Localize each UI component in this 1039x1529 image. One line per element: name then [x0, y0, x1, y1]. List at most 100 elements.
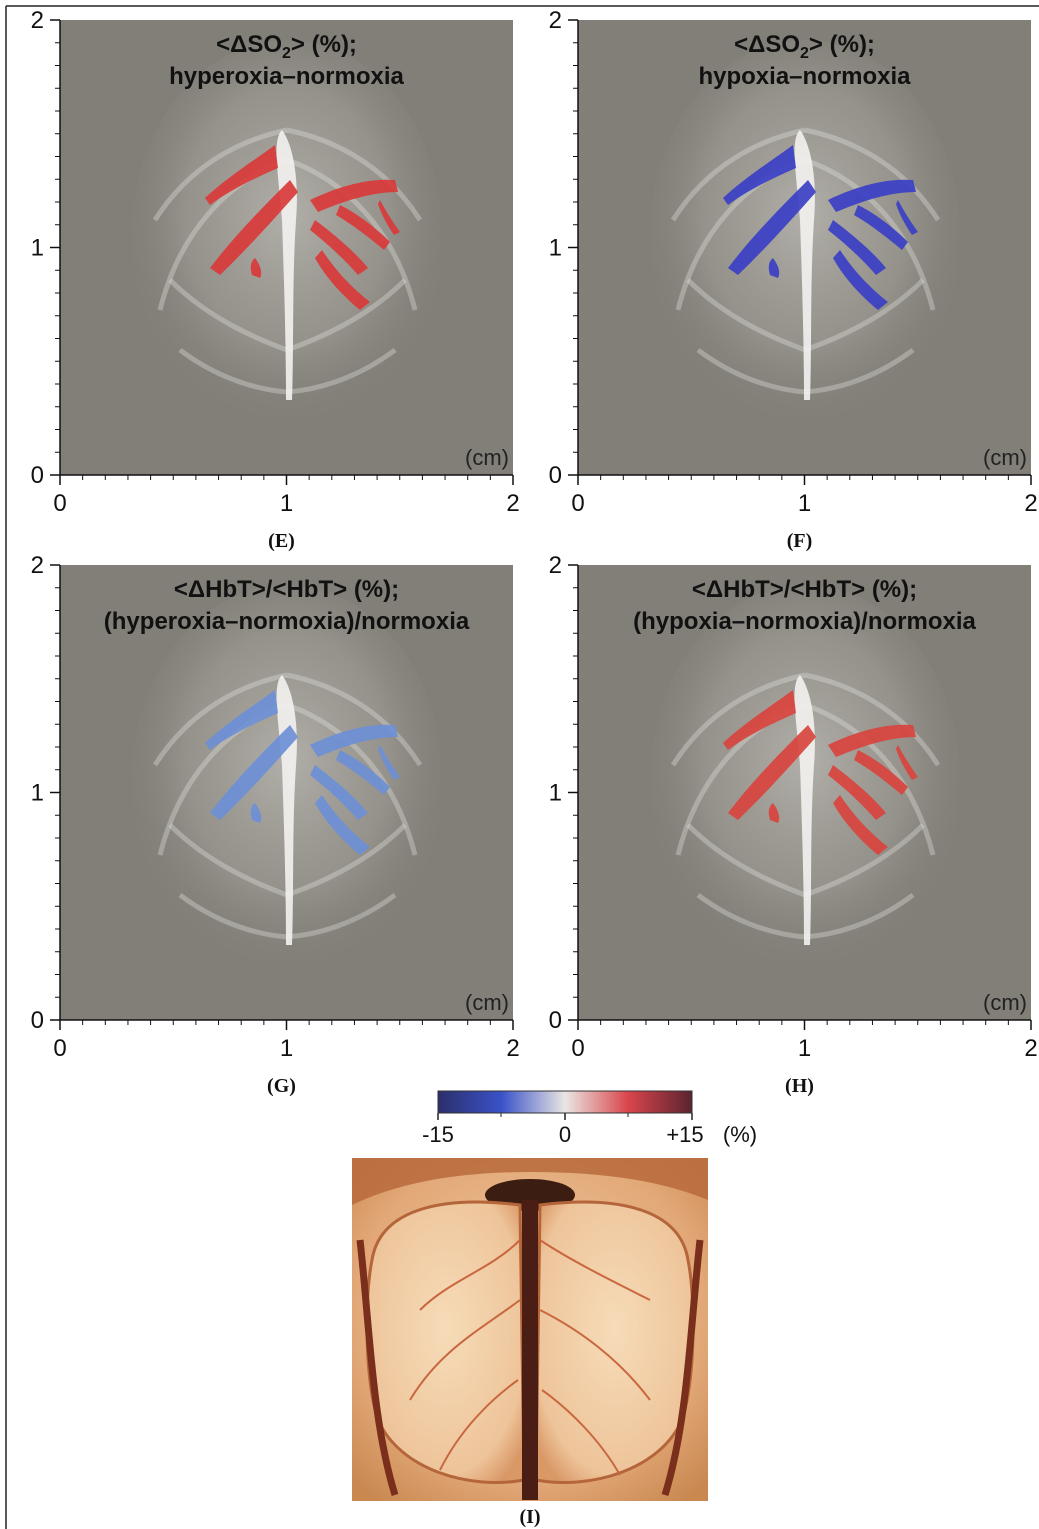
- y-tick-label: 0: [31, 462, 44, 489]
- y-tick-label: 1: [549, 235, 562, 262]
- panel-title-line2: hyperoxia–normoxia: [169, 63, 404, 90]
- change-vessel: [896, 200, 918, 235]
- photo-vessel: [539, 1239, 651, 1301]
- background-vessel: [804, 157, 936, 311]
- change-vessel: [728, 725, 816, 820]
- background-vessel: [286, 127, 423, 222]
- y-tick-label: 1: [549, 780, 562, 807]
- change-vessel: [896, 745, 918, 780]
- panel-title-line1: <ΔHbT>/<HbT> (%);: [692, 576, 917, 603]
- background-vessel: [152, 127, 288, 222]
- change-vessel: [723, 145, 796, 205]
- background-vessel: [804, 278, 925, 353]
- change-vessel: [854, 205, 908, 250]
- photo-vessel: [409, 1299, 521, 1401]
- y-tick-label: 1: [31, 780, 44, 807]
- change-vessel: [210, 180, 298, 275]
- map-panel: 0 1 2 0 1 2 (cm) <ΔHbT>/<HbT> (%); (hypoxia–norm…: [549, 552, 1038, 1097]
- background-vessel: [168, 823, 288, 898]
- unit-label: (cm): [465, 445, 509, 470]
- x-tick-label: 2: [1024, 1035, 1037, 1062]
- change-vessel: [828, 220, 886, 275]
- background-vessel: [804, 672, 941, 767]
- change-vessel: [828, 179, 916, 212]
- change-vessel: [205, 690, 278, 750]
- map-panel: 0 1 2 0 1 2 (cm) <ΔHbT>/<HbT> (%); (hyperoxia–no…: [31, 552, 520, 1097]
- panel-title-line2: (hyperoxia–normoxia)/normoxia: [104, 608, 470, 635]
- colorbar-gradient: [437, 1090, 693, 1114]
- panel-letter-i: (I): [519, 1506, 540, 1528]
- photo-midline-sinus: [522, 1200, 538, 1500]
- background-vessel: [696, 892, 806, 940]
- background-vessel: [804, 702, 936, 856]
- background-vessel: [804, 127, 941, 222]
- background-vessel: [286, 892, 397, 940]
- panel-title-line1: <ΔSO2> (%);: [734, 31, 875, 62]
- background-vessel: [804, 892, 915, 940]
- colorbar: -15 0 +15 (%): [422, 1090, 757, 1147]
- background-vessel: [286, 672, 423, 767]
- colorbar-max-label: +15: [666, 1122, 703, 1147]
- panel-title-line1: <ΔHbT>/<HbT> (%);: [174, 576, 399, 603]
- change-vessel: [310, 179, 398, 212]
- photo-vessel: [539, 1309, 651, 1401]
- panel-letter: (G): [267, 1075, 296, 1097]
- unit-label: (cm): [983, 445, 1027, 470]
- x-tick-label: 2: [506, 490, 519, 517]
- background-vessel: [286, 278, 407, 353]
- y-tick-label: 2: [549, 7, 562, 34]
- background-vessel: [696, 347, 806, 395]
- x-tick-label: 1: [798, 1035, 811, 1062]
- photo-vessel: [541, 1389, 621, 1476]
- change-vessel: [728, 180, 816, 275]
- map-panel: 0 1 2 0 1 2 (cm) <ΔSO2> (%);hyperoxia–normoxia (…: [31, 7, 520, 552]
- background-vessel: [152, 672, 288, 767]
- photo-right-edge-vessel: [661, 1239, 704, 1497]
- y-tick-label: 2: [31, 7, 44, 34]
- y-tick-label: 2: [549, 552, 562, 579]
- background-vessel: [286, 157, 418, 311]
- colorbar-mid-label: 0: [559, 1122, 571, 1147]
- background-vessel: [178, 347, 288, 395]
- background-vessel: [686, 823, 806, 898]
- change-vessel: [336, 205, 390, 250]
- change-vessel: [310, 765, 368, 820]
- change-vessel: [205, 145, 278, 205]
- change-vessel: [250, 803, 262, 823]
- background-vessel: [670, 672, 806, 767]
- change-vessel: [828, 765, 886, 820]
- change-vessel: [378, 200, 400, 235]
- change-vessel: [833, 795, 888, 855]
- change-vessel: [310, 220, 368, 275]
- panel-letter: (H): [785, 1075, 814, 1097]
- photo-left-edge-vessel: [356, 1239, 399, 1497]
- y-tick-label: 1: [31, 235, 44, 262]
- background-vessel: [286, 347, 397, 395]
- background-vessel: [804, 347, 915, 395]
- background-vessel: [168, 278, 288, 353]
- background-vessel: [178, 892, 288, 940]
- background-vessel: [286, 702, 418, 856]
- background-vessel: [686, 278, 806, 353]
- change-vessel: [828, 724, 916, 757]
- background-vessel: [286, 823, 407, 898]
- change-vessel: [315, 795, 370, 855]
- change-vessel: [768, 803, 780, 823]
- colorbar-unit-label: (%): [723, 1122, 757, 1147]
- x-tick-label: 1: [280, 1035, 293, 1062]
- x-tick-label: 2: [506, 1035, 519, 1062]
- y-tick-label: 0: [549, 462, 562, 489]
- panel-letter: (E): [268, 530, 295, 552]
- change-vessel: [310, 724, 398, 757]
- colorbar-min-label: -15: [422, 1122, 454, 1147]
- photo-right-hemisphere: [534, 1200, 695, 1484]
- change-vessel: [768, 258, 780, 278]
- x-tick-label: 0: [53, 490, 66, 517]
- panel-title-line1: <ΔSO2> (%);: [216, 31, 357, 62]
- x-tick-label: 0: [571, 1035, 584, 1062]
- background-vessel: [670, 127, 806, 222]
- photo-vessel: [439, 1379, 519, 1471]
- x-tick-label: 1: [798, 490, 811, 517]
